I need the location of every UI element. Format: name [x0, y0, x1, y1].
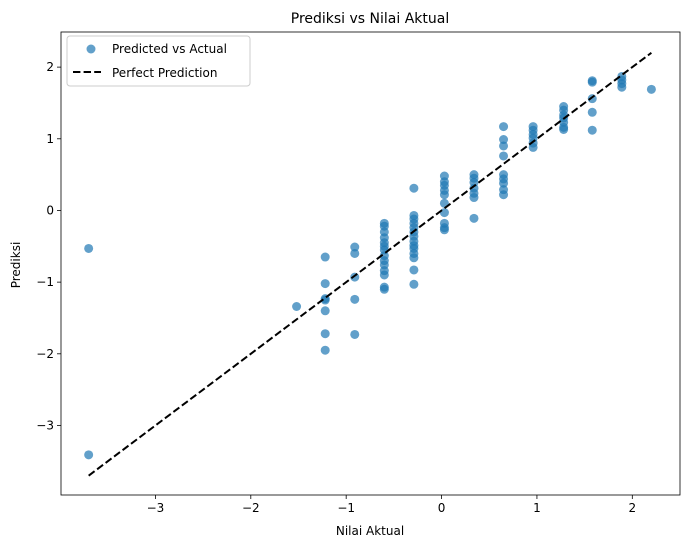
scatter-point — [379, 284, 389, 294]
scatter-point — [499, 190, 509, 200]
y-tick-label: 0 — [46, 203, 54, 217]
x-tick-label: 1 — [533, 501, 541, 515]
x-axis-label: Nilai Aktual — [336, 524, 404, 538]
reference-line — [88, 51, 652, 477]
scatter-point — [320, 345, 330, 355]
scatter-point — [469, 213, 479, 223]
legend-label-line: Perfect Prediction — [112, 66, 217, 80]
x-tick-label: 2 — [628, 501, 636, 515]
scatter-point — [499, 135, 509, 145]
scatter-point — [439, 190, 449, 200]
scatter-point — [320, 295, 330, 305]
scatter-point — [439, 225, 449, 235]
scatter-point — [587, 77, 597, 87]
scatter-point — [84, 243, 94, 253]
scatter-point — [587, 107, 597, 117]
chart-title: Prediksi vs Nilai Aktual — [291, 11, 450, 27]
scatter-point — [350, 294, 360, 304]
scatter-point — [292, 302, 302, 311]
scatter-point — [499, 178, 509, 188]
scatter-point — [409, 279, 419, 289]
scatter-point — [469, 193, 479, 203]
perfect-prediction-line — [88, 51, 652, 477]
y-tick-label: −3 — [36, 418, 54, 432]
legend-box — [66, 35, 251, 87]
axes-frame — [60, 31, 681, 496]
y-tick-label: 1 — [46, 132, 54, 146]
scatter-point — [409, 253, 419, 263]
scatter-point — [350, 248, 360, 258]
scatter-point — [320, 306, 330, 316]
scatter-point — [350, 242, 360, 252]
scatter-point — [499, 141, 509, 151]
y-axis-label: Prediksi — [9, 242, 23, 289]
scatter-point — [646, 84, 656, 94]
scatter-point — [320, 279, 330, 289]
scatter-point — [499, 122, 509, 132]
x-ticks: −3 −2 −1 0 1 2 — [147, 495, 636, 515]
scatter-point — [320, 252, 330, 262]
scatter-point — [350, 329, 360, 339]
y-tick-label: −2 — [36, 347, 54, 361]
legend-marker-scatter — [86, 44, 96, 54]
scatter-point — [84, 450, 94, 460]
scatter-point — [528, 142, 538, 152]
scatter-point — [409, 265, 419, 275]
x-tick-label: −2 — [242, 501, 260, 515]
scatter-point — [587, 125, 597, 135]
legend: Predicted vs Actual Perfect Prediction — [66, 35, 251, 87]
scatter-point — [559, 124, 569, 134]
x-tick-label: −3 — [147, 501, 165, 515]
scatter-point — [320, 329, 330, 339]
scatter-points — [84, 71, 656, 460]
scatter-point — [409, 183, 419, 193]
scatter-point — [499, 151, 509, 161]
y-ticks: −3 −2 −1 0 1 2 — [36, 60, 61, 432]
legend-label-scatter: Predicted vs Actual — [112, 42, 227, 56]
y-tick-label: −1 — [36, 275, 54, 289]
axes-spines — [60, 31, 681, 496]
x-tick-label: −1 — [337, 501, 355, 515]
x-tick-label: 0 — [438, 501, 446, 515]
y-tick-label: 2 — [46, 60, 54, 74]
scatter-point — [379, 270, 389, 280]
scatter-point — [617, 82, 627, 92]
